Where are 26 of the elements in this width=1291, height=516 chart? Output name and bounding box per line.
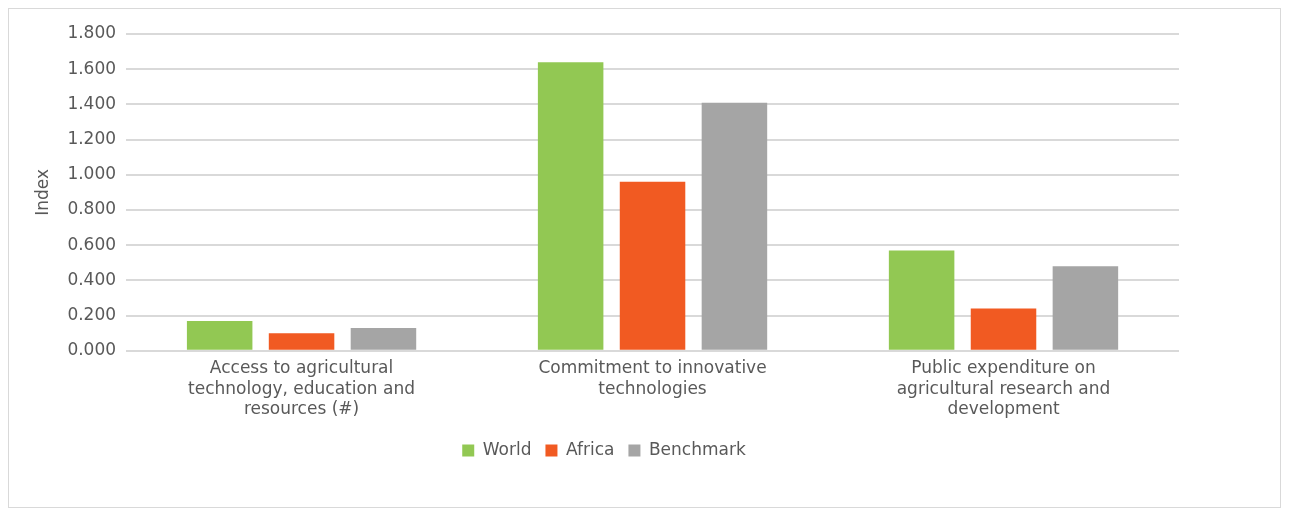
x-tick-label: Commitment to innovative technologies: [538, 357, 767, 398]
y-tick-label: 0.000: [67, 339, 117, 360]
legend-label: Benchmark: [648, 438, 746, 459]
y-tick-label: 0.800: [67, 198, 117, 219]
legend-label: World: [482, 438, 532, 459]
bar: [619, 181, 686, 350]
bar: [268, 333, 335, 350]
bar: [701, 102, 768, 350]
bar: [970, 308, 1037, 350]
y-tick-label: 1.400: [67, 92, 117, 113]
y-tick-label: 1.200: [67, 128, 117, 149]
bar: [1052, 266, 1119, 350]
bar: [888, 250, 955, 350]
y-tick-label: 1.600: [67, 57, 117, 78]
x-tick-label: Access to agricultural technology, education and resources (#): [188, 357, 416, 419]
y-tick-label: 0.200: [67, 304, 117, 325]
bar: [186, 320, 253, 350]
bar: [537, 62, 604, 350]
y-axis-title: Index: [31, 168, 52, 216]
y-tick-label: 0.600: [67, 233, 117, 254]
y-tick-label: 0.400: [67, 268, 117, 289]
bar: [350, 327, 417, 350]
legend-label: Africa: [565, 438, 615, 459]
y-tick-label: 1.000: [67, 163, 117, 184]
y-tick-label: 1.800: [67, 22, 117, 43]
x-tick-label: Public expenditure on agricultural research and development: [896, 357, 1111, 419]
